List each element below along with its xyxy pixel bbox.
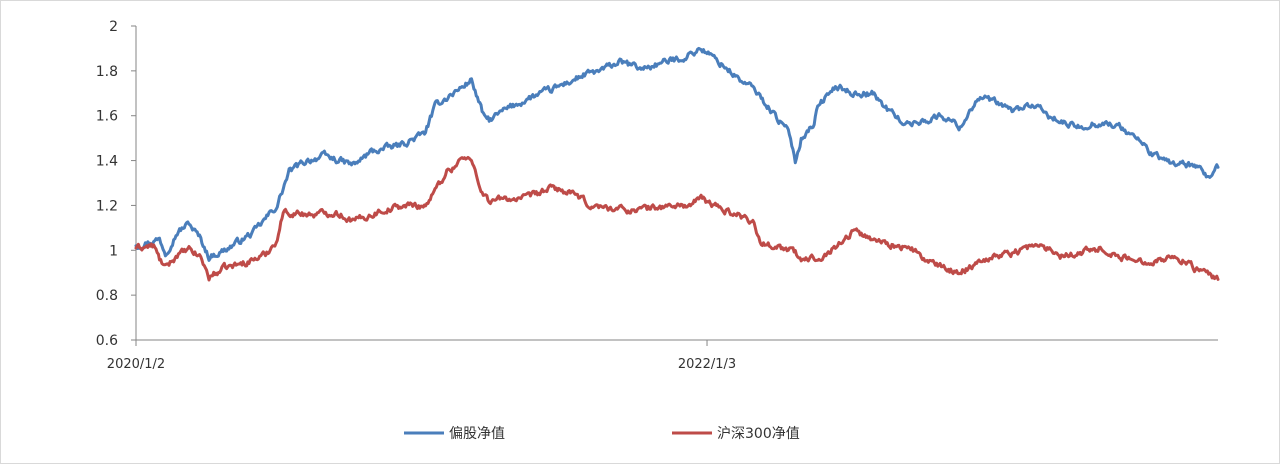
y-tick-label: 2 — [109, 19, 118, 35]
legend: 偏股净值 沪深300净值 — [404, 426, 800, 442]
y-tick-label: 0.8 — [96, 288, 118, 304]
series-line-0 — [134, 46, 1220, 262]
legend-label-0: 偏股净值 — [449, 426, 505, 442]
y-tick-label: 0.6 — [96, 333, 118, 349]
x-tick-label: 2020/1/2 — [107, 357, 165, 372]
x-tick-label: 2022/1/3 — [678, 357, 736, 372]
legend-label-1: 沪深300净值 — [717, 426, 800, 442]
legend-item-0: 偏股净值 — [404, 426, 505, 442]
x-axis: 2020/1/2 2022/1/3 — [107, 339, 1218, 372]
series-layer — [134, 46, 1220, 282]
y-tick-label: 1.6 — [96, 109, 118, 125]
legend-item-1: 沪深300净值 — [672, 426, 800, 442]
y-axis: 0.6 0.8 1 1.2 1.4 1.6 1.8 2 — [96, 19, 137, 349]
y-tick-label: 1.8 — [96, 64, 118, 80]
y-tick-label: 1.2 — [96, 198, 118, 214]
y-tick-label: 1.4 — [96, 154, 118, 170]
series-line-1 — [134, 155, 1220, 282]
y-tick-label: 1 — [109, 243, 118, 259]
